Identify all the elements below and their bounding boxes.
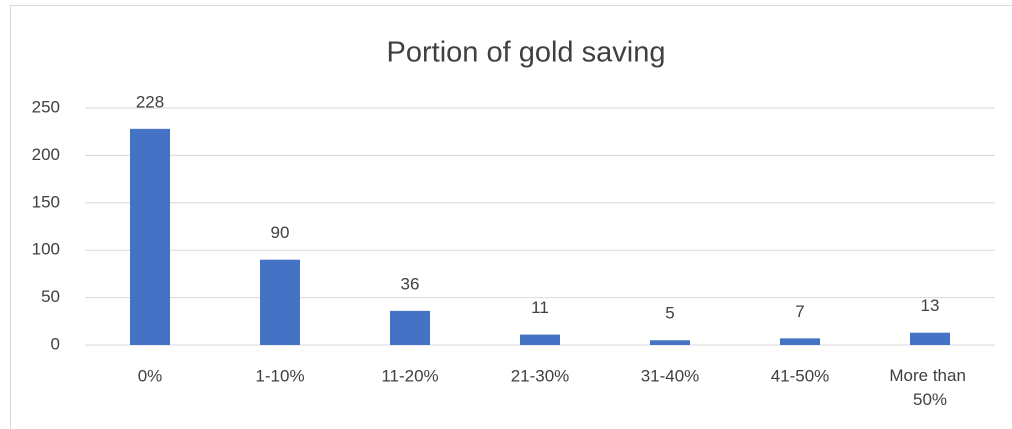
x-tick-label: More than 50%	[889, 366, 970, 409]
y-tick-label: 200	[32, 145, 60, 164]
data-label: 11	[531, 298, 549, 317]
y-tick-label: 100	[32, 240, 60, 259]
y-tick-label: 250	[32, 97, 60, 116]
data-label: 36	[401, 274, 420, 293]
y-tick-label: 0	[51, 334, 60, 353]
bar	[520, 334, 560, 345]
data-label: 7	[795, 302, 804, 321]
bar	[130, 128, 170, 345]
x-tick-label: 41-50%	[771, 366, 830, 385]
x-tick-label: 11-20%	[381, 366, 438, 385]
data-label: 228	[136, 92, 164, 111]
chart-title: Portion of gold saving	[387, 37, 666, 69]
y-tick-label: 50	[41, 287, 60, 306]
data-label: 90	[271, 223, 290, 242]
x-tick-label: 0%	[138, 366, 163, 385]
x-tick-label: 21-30%	[511, 366, 570, 385]
x-tick-label: 1-10%	[255, 366, 304, 385]
bar	[910, 332, 950, 345]
bar	[260, 259, 300, 345]
data-label: 13	[921, 296, 940, 315]
bar	[650, 340, 690, 345]
x-tick-label: 31-40%	[641, 366, 700, 385]
y-tick-label: 150	[32, 192, 60, 211]
chart-border	[10, 5, 1012, 429]
data-label: 5	[665, 304, 674, 323]
bar	[390, 310, 430, 345]
bar	[780, 338, 820, 345]
